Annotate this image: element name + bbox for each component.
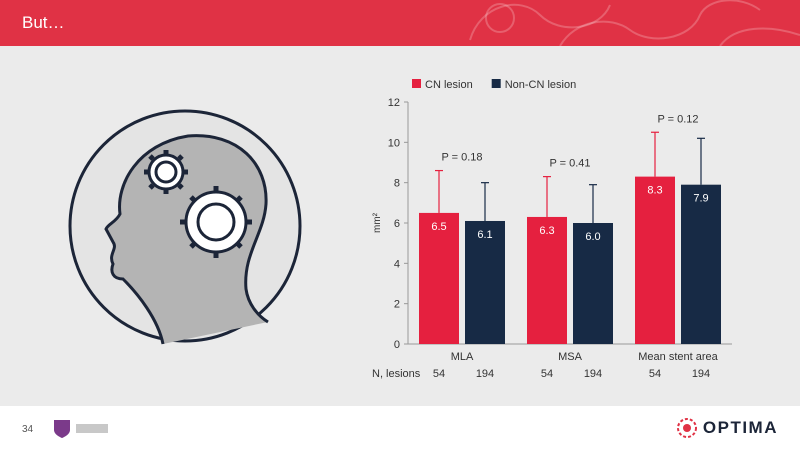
bar-cn <box>419 212 459 344</box>
x-category-label: MLA <box>451 351 474 363</box>
y-tick-label: 2 <box>394 299 400 311</box>
y-tick-label: 12 <box>388 97 400 109</box>
brand-logo: OPTIMA <box>675 416 778 440</box>
legend-label: Non-CN lesion <box>505 79 577 91</box>
y-tick-label: 0 <box>394 339 400 351</box>
bar-noncn <box>681 184 721 344</box>
slide-header: But… <box>0 0 800 46</box>
bar-value-label: 6.1 <box>477 229 492 241</box>
bar-cn <box>635 176 675 344</box>
x-category-label: MSA <box>558 351 583 363</box>
y-tick-label: 8 <box>394 178 400 190</box>
n-lesions-label: N, lesions <box>372 368 421 380</box>
decorative-swirls <box>469 0 800 46</box>
n-lesions-value: 194 <box>692 368 710 380</box>
p-value-label: P = 0.12 <box>657 113 698 125</box>
bar-cn <box>527 216 567 344</box>
p-value-label: P = 0.41 <box>549 158 590 170</box>
bar-value-label: 8.3 <box>647 185 662 197</box>
bar-value-label: 7.9 <box>693 193 708 205</box>
legend-label: CN lesion <box>425 79 473 91</box>
n-lesions-value: 54 <box>541 368 553 380</box>
page-number: 34 <box>22 424 34 435</box>
legend-swatch <box>491 79 501 88</box>
slide-footer: 34 OPTIMA <box>0 406 800 450</box>
x-category-label: Mean stent area <box>638 351 718 363</box>
slide-title: But… <box>22 13 65 32</box>
optima-logo-icon <box>676 418 697 438</box>
bar-value-label: 6.5 <box>431 221 446 233</box>
p-value-label: P = 0.18 <box>441 152 482 164</box>
y-axis-label: mm² <box>372 212 383 233</box>
n-lesions-value: 194 <box>584 368 602 380</box>
head-with-gears-icon <box>68 109 302 345</box>
bar-chart: CN lesion Non-CN lesion 0 2 4 6 8 10 12 mm² 6.5 54 6… <box>372 79 732 380</box>
n-lesions-value: 54 <box>649 368 661 380</box>
bar-value-label: 6.3 <box>539 225 554 237</box>
y-tick-label: 6 <box>394 218 400 230</box>
bar-noncn <box>573 223 613 344</box>
legend-swatch <box>412 79 421 88</box>
n-lesions-value: 54 <box>433 368 445 380</box>
brand-name: OPTIMA <box>702 418 778 437</box>
partner-logo <box>54 420 108 438</box>
bar-noncn <box>465 220 505 344</box>
y-tick-label: 10 <box>388 137 400 149</box>
y-tick-label: 4 <box>394 258 400 270</box>
n-lesions-value: 194 <box>476 368 494 380</box>
bar-value-label: 6.0 <box>585 231 600 243</box>
